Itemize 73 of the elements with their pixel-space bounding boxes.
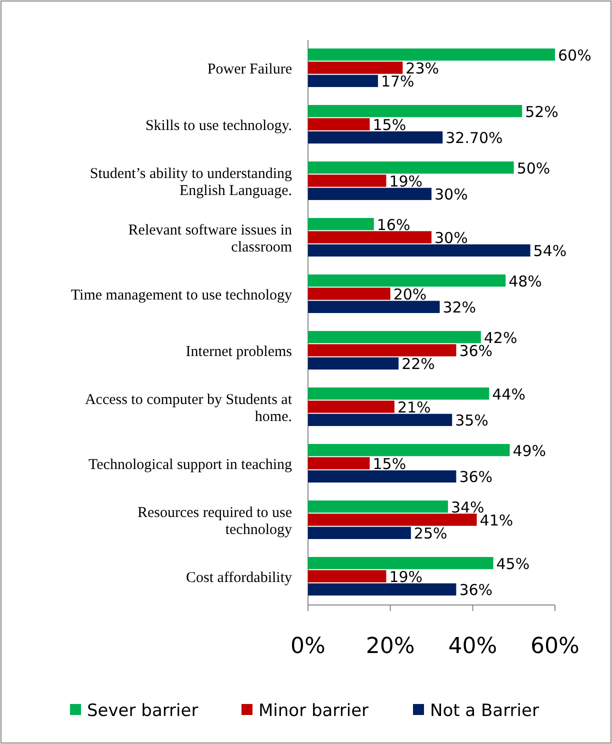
data-label: 19% [389, 568, 423, 586]
data-label: 45% [496, 554, 530, 573]
data-label: 36% [459, 581, 493, 600]
data-label: 44% [492, 385, 526, 404]
data-label: 15% [372, 116, 406, 134]
data-label: 19% [389, 172, 423, 190]
bar [308, 62, 403, 74]
data-label: 36% [459, 468, 493, 486]
bar [308, 118, 370, 130]
y-tick-label: Power Failure [207, 62, 292, 78]
data-label: 36% [459, 342, 493, 360]
bar [308, 444, 510, 456]
y-tick-label: Resources required to use technology [137, 505, 292, 538]
bar [308, 387, 490, 400]
x-tick-label: 60% [530, 634, 580, 659]
legend-label: Sever barrier [87, 700, 198, 721]
bar [308, 500, 448, 513]
bar [308, 414, 452, 426]
bar [308, 74, 378, 88]
bar [308, 274, 506, 287]
data-label: 60% [558, 46, 592, 64]
y-tick-label: Relevant software issues in classroom [128, 222, 292, 256]
y-tick-label: Technological support in teaching [88, 457, 292, 473]
data-label: 17% [380, 72, 414, 91]
bar [308, 161, 514, 174]
data-label: 49% [512, 442, 546, 460]
data-label: 16% [376, 216, 410, 234]
bar [308, 231, 432, 244]
bar [308, 470, 456, 483]
bar [308, 244, 530, 257]
data-label: 25% [414, 524, 448, 543]
y-tick-label: Student’s ability to understanding English Language. [90, 166, 292, 199]
bar [308, 104, 522, 118]
bar [308, 300, 440, 314]
bar [308, 570, 386, 582]
data-label: 30% [434, 186, 468, 204]
data-label: 54% [533, 242, 567, 260]
data-label: 15% [372, 455, 406, 473]
bar [308, 218, 374, 230]
bar [308, 188, 432, 200]
data-label: 32% [442, 298, 476, 317]
bar [308, 457, 370, 470]
x-tick-label: 20% [366, 634, 415, 659]
x-tick-label: 0% [290, 634, 326, 659]
bar [308, 131, 443, 144]
data-label: 20% [393, 286, 427, 304]
bar [308, 174, 386, 187]
bar [308, 344, 456, 356]
data-label: 35% [455, 412, 488, 430]
bar [308, 48, 555, 61]
x-tick-label: 40% [448, 634, 498, 659]
y-tick-label: Internet problems [186, 344, 292, 360]
legend-label: Minor barrier [258, 700, 369, 721]
bar [308, 514, 477, 526]
y-tick-label: Cost affordability [186, 570, 292, 586]
data-label: 22% [402, 355, 435, 374]
data-label: 48% [508, 272, 542, 290]
legend-label: Not a Barrier [430, 700, 539, 721]
bar [308, 288, 390, 300]
data-label: 30% [434, 229, 468, 247]
y-tick-label: Time management to use technology [70, 288, 292, 304]
data-label: 21% [397, 398, 431, 416]
y-tick-label: Skills to use technology. [145, 118, 292, 134]
data-label: 32.70% [446, 129, 503, 148]
data-label: 50% [516, 159, 550, 178]
bar [308, 400, 394, 413]
bar [308, 583, 456, 596]
bar [308, 526, 411, 540]
bar [308, 357, 399, 370]
data-label: 52% [525, 102, 558, 121]
y-tick-label: Access to computer by Students at home. [84, 392, 293, 425]
bar [308, 556, 494, 570]
bar [308, 330, 481, 344]
